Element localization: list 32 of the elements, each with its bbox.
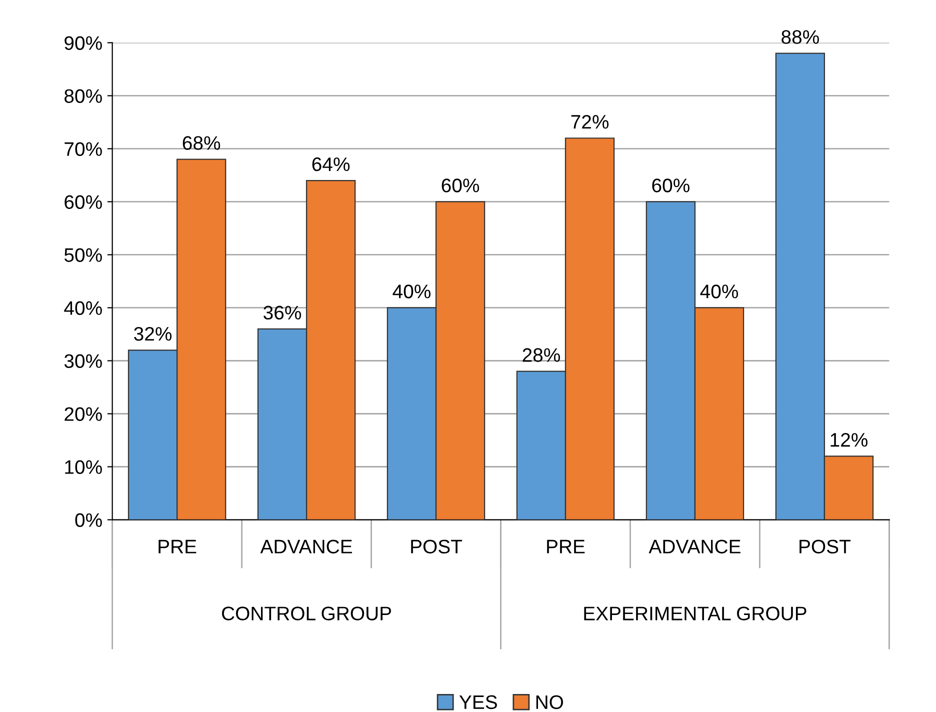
text: 40% [700, 284, 738, 298]
x-tick-label: POST [411, 540, 462, 554]
y-tick-label: 0% [75, 513, 102, 527]
text: 68% [182, 136, 220, 150]
legend-label: NO [536, 695, 564, 710]
y-tick-label: 20% [64, 407, 102, 421]
text: 12% [830, 432, 868, 447]
text: 64% [312, 157, 350, 172]
y-tick-label: 70% [64, 142, 102, 156]
y-tick-label: 10% [65, 460, 102, 474]
text: 72% [571, 114, 609, 129]
text: 60% [652, 178, 690, 192]
text: 28% [522, 348, 560, 362]
text: 32% [134, 326, 172, 341]
y-tick-label: 40% [64, 301, 102, 315]
text: CONTROL GROUP [222, 606, 392, 620]
text: EXPERIMENTAL GROUP [584, 606, 806, 620]
y-tick-label: 80% [64, 89, 102, 103]
y-tick-label: 50% [64, 248, 102, 262]
text: 36% [264, 306, 302, 320]
x-tick-label: PRE [547, 540, 585, 554]
y-tick-label: 90% [64, 36, 102, 50]
text: 60% [442, 178, 480, 192]
x-tick-label: PRE [158, 540, 196, 554]
x-tick-label: ADVANCE [648, 540, 740, 554]
x-tick-label: ADVANCE [260, 540, 352, 554]
text: 88% [782, 30, 819, 44]
legend-label: YES [459, 695, 497, 710]
y-tick-label: 30% [64, 354, 102, 368]
y-tick-label: 60% [64, 195, 102, 209]
x-tick-label: POST [800, 540, 850, 554]
text: 40% [392, 284, 431, 298]
